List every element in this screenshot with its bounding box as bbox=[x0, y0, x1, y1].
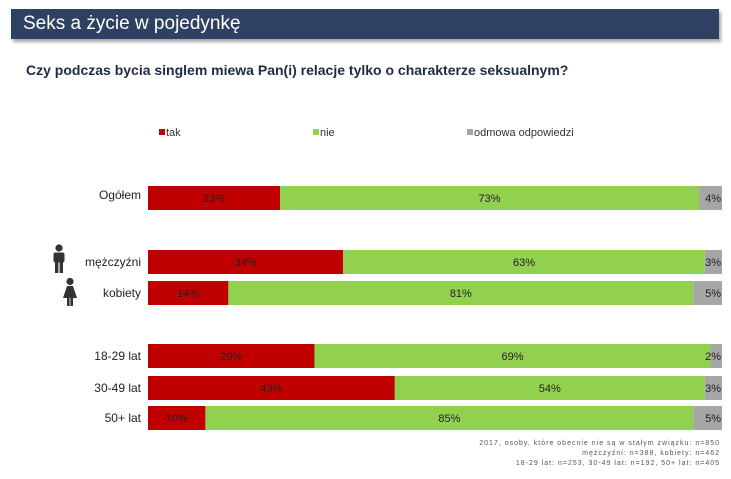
data-label-tak-ogółem: 23% bbox=[203, 193, 225, 205]
bar-odmowa-odpowiedzi-kobiety bbox=[693, 281, 722, 305]
chart-legend: tak nie odmowa odpowiedzi bbox=[159, 127, 574, 139]
data-label-nie-ogółem: 73% bbox=[479, 193, 501, 205]
legend-swatch-nie bbox=[313, 129, 319, 135]
man-icon bbox=[53, 244, 65, 273]
bar-tak-ogółem bbox=[148, 186, 281, 210]
footnote-line: mężczyźni: n=388, kobiety: n=462 bbox=[582, 450, 720, 457]
bar-tak-50-lat bbox=[148, 406, 206, 430]
bar-tak-kobiety bbox=[148, 281, 229, 305]
category-labels: Ogółem mężczyźni kobiety 18-29 lat 30-49 lat… bbox=[85, 188, 142, 425]
data-label-nie-18-29-lat: 69% bbox=[501, 351, 523, 363]
bar-nie-30-49-lat bbox=[394, 376, 705, 400]
data-label-nie-30-49-lat: 54% bbox=[539, 383, 561, 395]
data-label-nie-kobiety: 81% bbox=[450, 288, 472, 300]
data-label-tak-18-29-lat: 29% bbox=[220, 351, 242, 363]
category-label-30-49-lat: 30-49 lat bbox=[94, 381, 141, 395]
bar-tak-18-29-lat bbox=[148, 344, 315, 368]
legend-label-tak: tak bbox=[166, 127, 181, 139]
data-label-tak-kobiety: 14% bbox=[177, 288, 199, 300]
category-label-mężczyźni: mężczyźni bbox=[85, 255, 141, 269]
bar-nie-18-29-lat bbox=[314, 344, 711, 368]
data-label-odmowa-odpowiedzi-30-49-lat: 3% bbox=[705, 383, 721, 395]
bar-odmowa-odpowiedzi-mężczyźni bbox=[704, 250, 722, 274]
bar-odmowa-odpowiedzi-30-49-lat bbox=[704, 376, 722, 400]
category-label-ogółem: Ogółem bbox=[99, 188, 141, 202]
woman-icon bbox=[63, 277, 77, 306]
data-label-odmowa-odpowiedzi-50-lat: 5% bbox=[705, 413, 721, 425]
footnote-line: 2017, osoby, które obecnie nie są w stał… bbox=[479, 440, 720, 447]
data-label-nie-50-lat: 85% bbox=[438, 413, 460, 425]
bar-nie-50-lat bbox=[205, 406, 694, 430]
legend-swatch-tak bbox=[159, 129, 165, 135]
data-label-odmowa-odpowiedzi-kobiety: 5% bbox=[705, 288, 721, 300]
data-label-tak-30-49-lat: 43% bbox=[260, 383, 282, 395]
page-title: Seks a życie w pojedynkę bbox=[23, 13, 241, 34]
data-label-odmowa-odpowiedzi-ogółem: 4% bbox=[705, 193, 721, 205]
bar-odmowa-odpowiedzi-ogółem bbox=[699, 186, 722, 210]
data-label-nie-mężczyźni: 63% bbox=[513, 257, 535, 269]
gender-icons bbox=[53, 244, 77, 306]
category-label-50-lat: 50+ lat bbox=[105, 411, 142, 425]
category-label-kobiety: kobiety bbox=[103, 286, 141, 300]
bar-nie-mężczyźni bbox=[343, 250, 705, 274]
title-bar: Seks a życie w pojedynkę bbox=[11, 9, 719, 39]
legend-label-nie: nie bbox=[320, 127, 335, 139]
footnote-line: 18-29 lat: n=253, 30-49 lat: n=192, 50+ … bbox=[515, 460, 720, 467]
bar-nie-kobiety bbox=[228, 281, 694, 305]
legend-swatch-odmowa-odpowiedzi bbox=[467, 129, 473, 135]
bar-odmowa-odpowiedzi-50-lat bbox=[693, 406, 722, 430]
legend-label-odmowa-odpowiedzi: odmowa odpowiedzi bbox=[474, 127, 574, 139]
data-label-tak-50-lat: 10% bbox=[166, 413, 188, 425]
category-label-18-29-lat: 18-29 lat bbox=[94, 349, 141, 363]
data-label-odmowa-odpowiedzi-mężczyźni: 3% bbox=[705, 257, 721, 269]
data-label-tak-mężczyźni: 34% bbox=[235, 257, 257, 269]
data-label-odmowa-odpowiedzi-18-29-lat: 2% bbox=[705, 351, 721, 363]
survey-question: Czy podczas bycia singlem miewa Pan(i) r… bbox=[26, 62, 569, 78]
footnote: 2017, osoby, które obecnie nie są w stał… bbox=[479, 439, 720, 469]
bar-tak-mężczyźni bbox=[148, 250, 344, 274]
bar-tak-30-49-lat bbox=[148, 376, 395, 400]
bar-odmowa-odpowiedzi-18-29-lat bbox=[710, 344, 722, 368]
chart-bars: 23% 73% 4% 34% 63% 3% 14% 81% 5% 29% 69% 2% 43% 54% 3%… bbox=[148, 186, 722, 430]
bar-nie-ogółem bbox=[280, 186, 700, 210]
